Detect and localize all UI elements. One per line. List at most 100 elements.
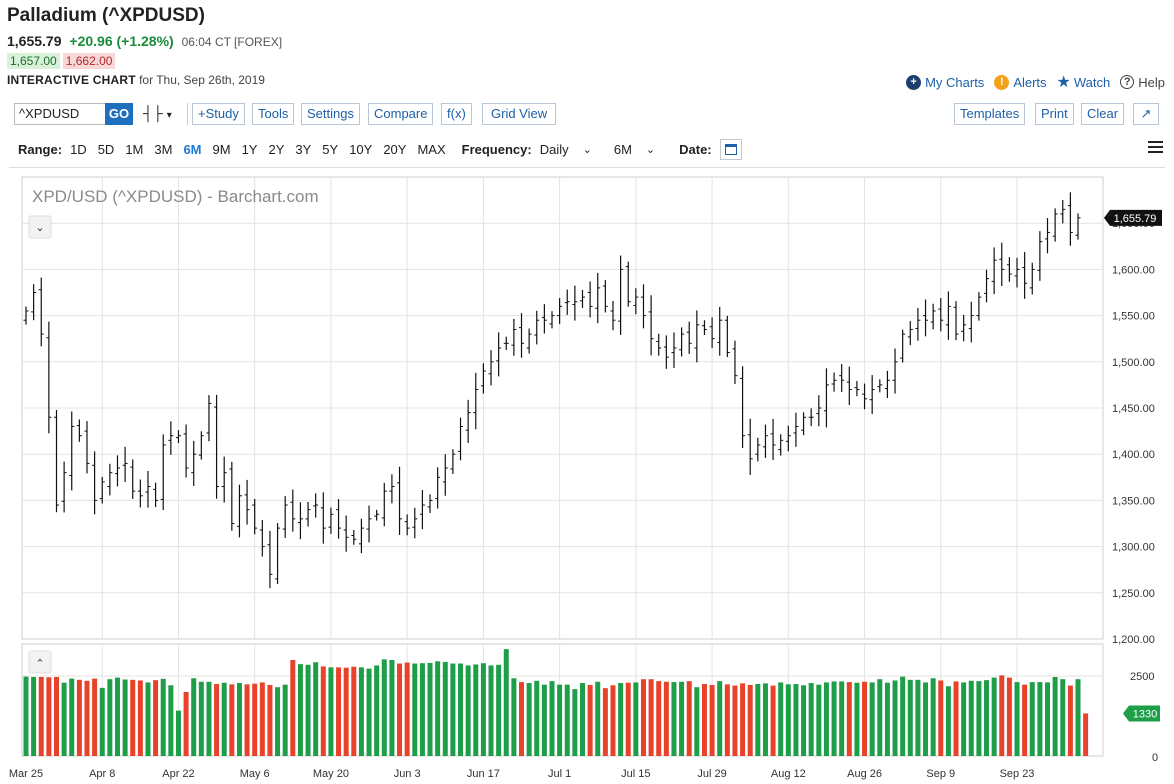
volume-bar: [480, 663, 486, 756]
range-option-3y[interactable]: 3Y: [295, 141, 312, 157]
x-tick-label: Jun 17: [467, 768, 500, 780]
fx-button[interactable]: f(x): [441, 103, 472, 125]
volume-bar: [999, 675, 1005, 756]
volume-bar: [328, 667, 334, 756]
y-tick-label: 1,400.00: [1112, 449, 1155, 461]
volume-bar: [564, 684, 570, 756]
volume-bar: [595, 681, 601, 756]
range-option-3m[interactable]: 3M: [154, 141, 173, 157]
study-button[interactable]: +Study: [192, 103, 245, 125]
volume-bar: [1014, 682, 1020, 756]
go-button[interactable]: GO: [105, 103, 133, 125]
quote-line: 1,655.79 +20.96 (+1.28%) 06:04 CT [FOREX…: [7, 33, 282, 49]
range-option-5d[interactable]: 5D: [97, 141, 115, 157]
y-tick-label: 1,200.00: [1112, 634, 1155, 646]
bid-price: 1,657.00: [7, 53, 60, 69]
range-option-max[interactable]: MAX: [417, 141, 446, 157]
volume-bar: [884, 682, 890, 756]
volume-bar: [801, 685, 807, 756]
volume-bar: [313, 662, 319, 756]
volume-bar: [938, 680, 944, 756]
volume-bar: [160, 678, 166, 756]
frequency-select[interactable]: Daily ⌄: [540, 142, 592, 157]
volume-last-marker: [1123, 705, 1160, 722]
range-option-5y[interactable]: 5Y: [322, 141, 339, 157]
interactive-chart-label: INTERACTIVE CHART: [7, 73, 136, 87]
volume-bar: [907, 679, 913, 756]
help-label: Help: [1138, 74, 1165, 90]
volume-bar: [572, 689, 578, 756]
settings-button[interactable]: Settings: [301, 103, 360, 125]
range-option-1y[interactable]: 1Y: [241, 141, 258, 157]
volume-bar: [282, 684, 288, 756]
volume-last-label: 1330: [1133, 708, 1157, 720]
expand-icon[interactable]: ↗: [1133, 103, 1159, 125]
volume-bar: [419, 663, 425, 756]
watch-label: Watch: [1073, 74, 1111, 90]
alerts-link[interactable]: ! Alerts: [994, 74, 1047, 90]
help-link[interactable]: ? Help: [1120, 75, 1165, 90]
bid-ask: 1,657.00 1,662.00: [7, 53, 116, 69]
tools-button[interactable]: Tools: [252, 103, 295, 125]
volume-bar: [747, 684, 753, 756]
volume-bar: [473, 664, 479, 756]
volume-bar: [900, 676, 906, 756]
volume-bar: [648, 679, 654, 756]
print-button[interactable]: Print: [1035, 103, 1074, 125]
x-tick-label: Sep 23: [1000, 768, 1035, 780]
range-option-10y[interactable]: 10Y: [349, 141, 373, 157]
top-links: + My Charts ! Alerts ★ Watch ? Help: [906, 72, 1165, 92]
volume-bar: [389, 660, 395, 756]
clear-button[interactable]: Clear: [1081, 103, 1125, 125]
y-tick-label: 1,600.00: [1112, 264, 1155, 276]
volume-bar: [869, 682, 875, 756]
volume-bar: [709, 684, 715, 756]
volume-bar: [640, 679, 646, 756]
volume-bar: [153, 680, 159, 756]
period-select[interactable]: 6M ⌄: [614, 142, 655, 157]
range-option-6m[interactable]: 6M: [183, 141, 202, 157]
chevron-up-icon: ⌃: [35, 657, 44, 670]
volume-bar: [305, 664, 311, 756]
interactive-chart-date: for Thu, Sep 26th, 2019: [135, 73, 265, 87]
volume-bar: [1052, 676, 1058, 756]
y-tick-label: 1,300.00: [1112, 542, 1155, 554]
bar-type-icon[interactable]: ┤├ ▾: [143, 105, 172, 121]
x-tick-label: Aug 26: [847, 768, 882, 780]
volume-bar: [671, 682, 677, 756]
range-option-9m[interactable]: 9M: [212, 141, 231, 157]
volume-bar: [701, 684, 707, 756]
watch-link[interactable]: ★ Watch: [1057, 72, 1111, 92]
menu-icon[interactable]: [1148, 141, 1163, 156]
chart-toolbar: GO ┤├ ▾ +Study Tools Settings Compare f(…: [14, 103, 1162, 127]
volume-bar: [785, 684, 791, 756]
range-option-2y[interactable]: 2Y: [268, 141, 285, 157]
volume-bar: [839, 681, 845, 756]
compare-button[interactable]: Compare: [368, 103, 434, 125]
volume-bar: [137, 680, 143, 756]
calendar-icon[interactable]: [719, 138, 742, 160]
volume-bar: [397, 663, 403, 756]
divider: [9, 167, 1165, 168]
grid-view-button[interactable]: Grid View: [482, 103, 557, 125]
volume-bar: [275, 687, 281, 756]
volume-bar: [122, 679, 128, 756]
volume-bar: [404, 662, 410, 756]
volume-bar: [427, 662, 433, 756]
templates-button[interactable]: Templates: [954, 103, 1026, 125]
price-change: +20.96 (+1.28%): [69, 33, 174, 49]
my-charts-link[interactable]: + My Charts: [906, 74, 984, 90]
range-option-20y[interactable]: 20Y: [383, 141, 407, 157]
volume-bar: [1022, 684, 1028, 756]
range-option-1m[interactable]: 1M: [125, 141, 144, 157]
x-tick-label: Mar 25: [9, 768, 43, 780]
volume-bar: [290, 660, 296, 756]
x-tick-label: May 20: [313, 768, 349, 780]
volume-bar: [862, 681, 868, 756]
volume-bar: [755, 684, 761, 756]
volume-bar: [23, 676, 29, 756]
volume-bar: [854, 682, 860, 756]
symbol-input[interactable]: [14, 103, 112, 125]
range-option-1d[interactable]: 1D: [70, 141, 87, 157]
